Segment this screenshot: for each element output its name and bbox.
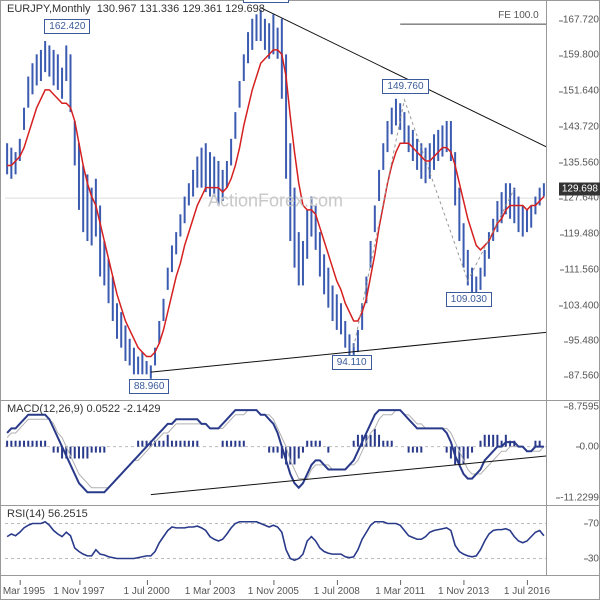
xaxis-tick: 1 Mar 2003 [185, 586, 236, 597]
rsi-ytick: 70 [588, 518, 599, 529]
forex-chart: EURJPY,Monthly 130.967 131.336 129.361 1… [0, 0, 600, 600]
price-yaxis: 129.698 167.720 159.800 151.640 143.720 135.… [546, 1, 600, 400]
price-ytick: 103.400 [563, 300, 599, 311]
price-ytick: 143.720 [563, 121, 599, 132]
macd-title: MACD(12,26,9) 0.0522 -2.1429 [7, 403, 160, 415]
xaxis-tick: 1 Mar 2011 [375, 586, 425, 597]
price-ytick: 95.480 [568, 336, 599, 347]
price-callout: 109.030 [446, 292, 492, 307]
xaxis-tick: 1 Jul 2008 [314, 586, 360, 597]
macd-ytick: 0.00 [580, 441, 599, 452]
chart-title: EURJPY,Monthly 130.967 131.336 129.361 1… [7, 3, 265, 15]
price-ytick: 167.720 [563, 15, 599, 26]
timeframe: ,Monthly [49, 3, 91, 15]
macd-svg [5, 401, 546, 506]
fe-100-label: FE 100.0 [498, 10, 539, 21]
time-axis: 1 Mar 1995 1 Nov 1997 1 Jul 2000 1 Mar 2003… [1, 576, 600, 601]
price-svg [5, 1, 546, 401]
price-panel: EURJPY,Monthly 130.967 131.336 129.361 1… [1, 1, 600, 401]
price-callout: 94.110 [332, 355, 372, 370]
macd-yaxis: 8.7595 0.00 -11.2299 [546, 401, 600, 505]
price-ytick: 87.560 [568, 371, 599, 382]
price-ytick: 151.640 [563, 86, 599, 97]
price-callout: 149.760 [382, 79, 428, 94]
price-ytick: 119.480 [564, 229, 599, 240]
price-callout: 162.420 [44, 19, 90, 34]
price-ytick: 111.560 [564, 264, 599, 275]
macd-plot-area[interactable] [5, 401, 546, 505]
rsi-title: RSI(14) 56.2515 [7, 508, 88, 520]
xaxis-tick: 1 Mar 1995 [0, 586, 45, 597]
macd-panel: MACD(12,26,9) 0.0522 -2.1429 8.7595 0.00 -… [1, 401, 600, 506]
price-ytick: 135.560 [563, 157, 599, 168]
last-price-tag: 129.698 [559, 183, 600, 196]
rsi-yaxis: 30 70 [546, 506, 600, 575]
xaxis-tick: 1 Nov 2013 [438, 586, 489, 597]
macd-ytick: 8.7595 [568, 401, 599, 412]
ohlc-values: 130.967 131.336 129.361 129.698 [97, 3, 265, 15]
macd-ytick: -11.2299 [560, 492, 599, 503]
price-callout: 88.960 [129, 379, 170, 394]
xaxis-tick: 1 Nov 2005 [248, 586, 299, 597]
price-plot-area[interactable]: ActionForex.com FE 100.0 162.420169.9601… [5, 1, 546, 400]
xaxis-tick: 1 Jul 2000 [124, 586, 170, 597]
price-ytick: 159.800 [563, 50, 599, 61]
xaxis-tick: 1 Jul 2016 [504, 586, 550, 597]
rsi-panel: RSI(14) 56.2515 30 70 [1, 506, 600, 576]
xaxis-tick: 1 Nov 1997 [53, 586, 104, 597]
rsi-ytick: 30 [588, 553, 599, 564]
symbol: EURJPY [7, 3, 49, 15]
